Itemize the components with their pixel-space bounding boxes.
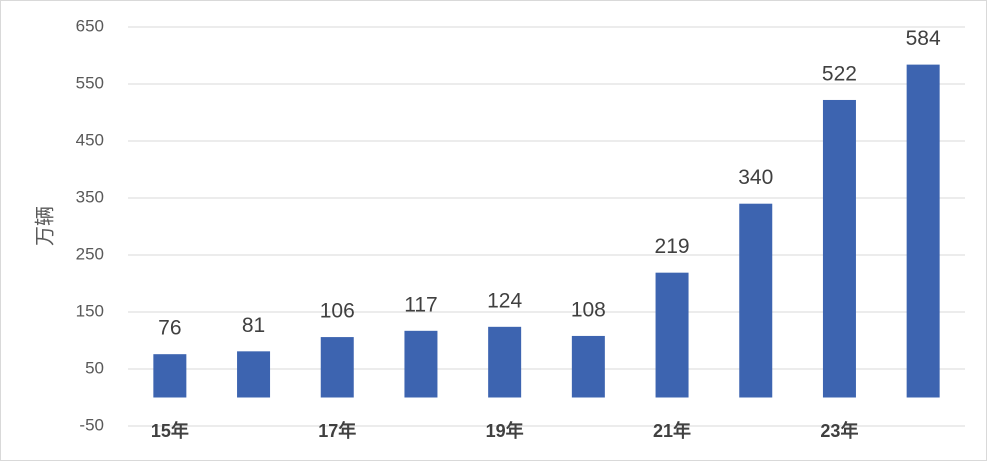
bar xyxy=(822,99,856,398)
bar xyxy=(237,351,271,398)
y-tick-label: 150 xyxy=(76,301,104,320)
value-label: 117 xyxy=(404,293,437,316)
bar xyxy=(571,335,605,398)
value-label: 124 xyxy=(487,289,522,312)
y-tick-label: 650 xyxy=(76,16,104,35)
y-tick-label: 50 xyxy=(85,358,104,377)
x-tick-label: 23年 xyxy=(820,420,858,441)
x-tick-label: 15年 xyxy=(151,420,189,441)
bar xyxy=(906,64,940,398)
value-label: 522 xyxy=(822,63,857,86)
x-tick-label: 17年 xyxy=(318,420,356,441)
x-tick-label: 19年 xyxy=(486,420,524,441)
bar xyxy=(739,203,773,398)
y-axis-label: 万辆 xyxy=(33,206,56,246)
y-tick-label: 450 xyxy=(76,130,104,149)
bar xyxy=(320,337,354,398)
y-tick-label: -50 xyxy=(79,415,104,434)
bar xyxy=(655,272,689,398)
value-label: 584 xyxy=(906,27,941,50)
value-label: 340 xyxy=(738,166,773,189)
value-label: 219 xyxy=(655,235,690,258)
value-label: 108 xyxy=(571,298,606,321)
bar xyxy=(404,330,438,398)
value-label: 106 xyxy=(320,300,355,323)
value-label: 81 xyxy=(242,314,265,337)
y-tick-label: 250 xyxy=(76,244,104,263)
bar xyxy=(153,354,187,398)
x-tick-label: 21年 xyxy=(653,420,691,441)
bar xyxy=(488,326,522,398)
y-tick-label: 550 xyxy=(76,73,104,92)
y-tick-label: 350 xyxy=(76,187,104,206)
value-label: 76 xyxy=(158,317,181,340)
